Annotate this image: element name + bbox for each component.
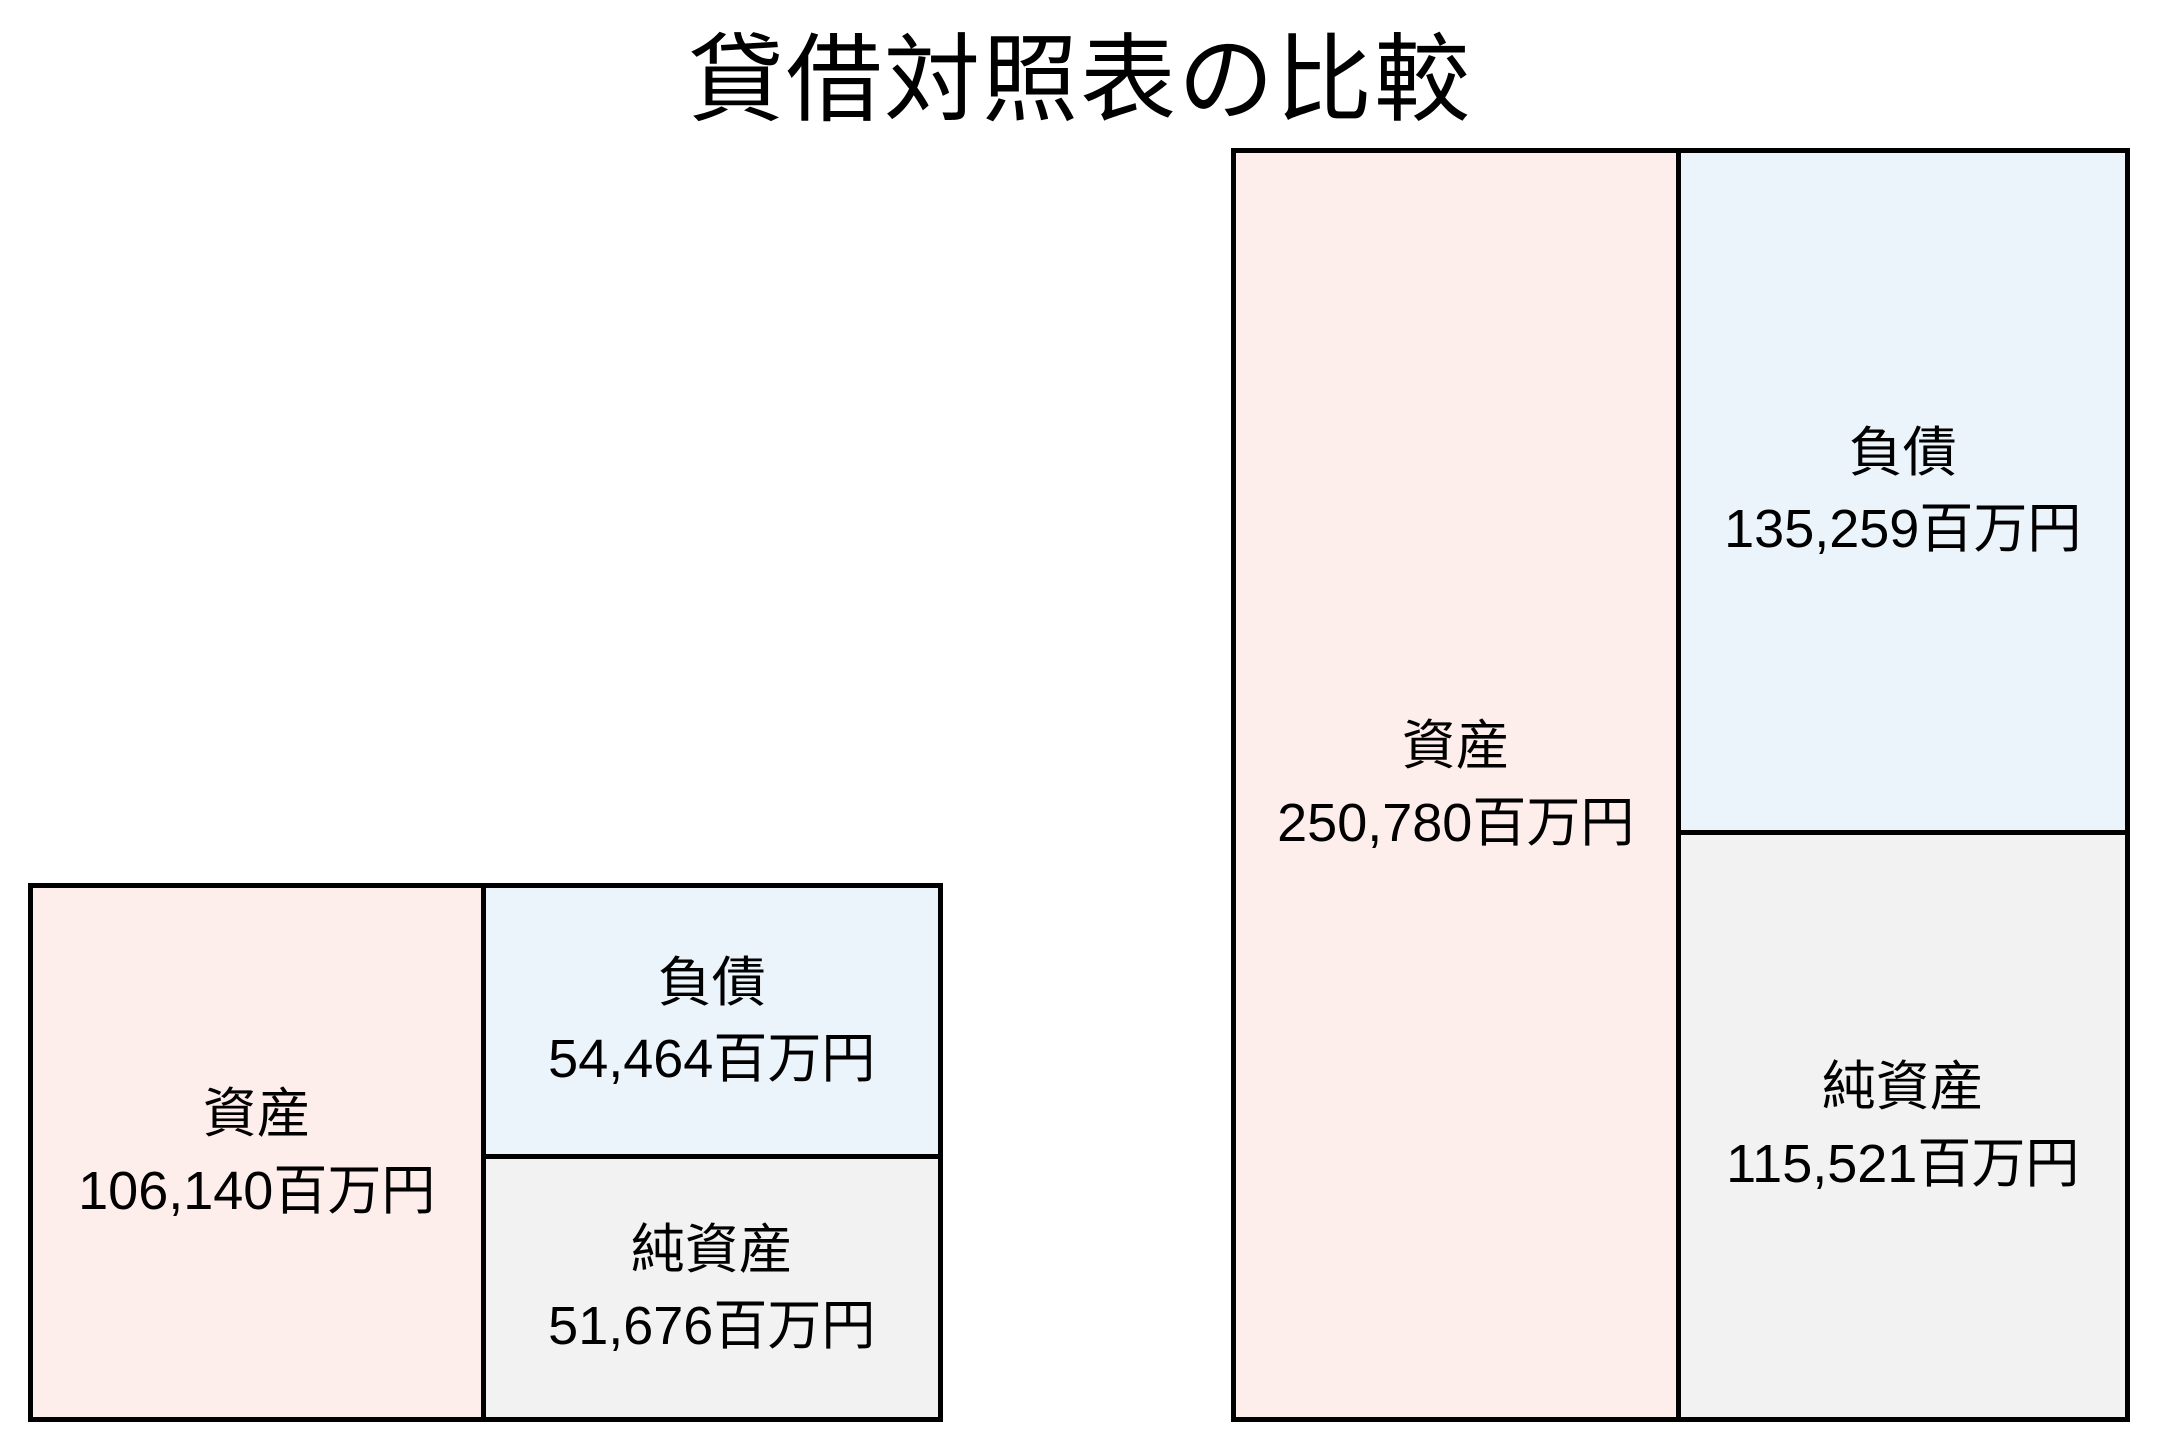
assets-value: 250,780百万円: [1277, 793, 1635, 853]
net-assets-box-large: 純資産 115,521百万円: [1680, 834, 2125, 1417]
assets-label: 資産: [1401, 716, 1510, 777]
balance-sheet-large: 資産 250,780百万円 負債 135,259百万円 純資産 115,521百…: [1231, 148, 2130, 1422]
claims-column-small: 負債 54,464百万円 純資産 51,676百万円: [485, 888, 938, 1417]
liabilities-label: 負債: [1848, 422, 1957, 483]
net-assets-value: 51,676百万円: [548, 1296, 876, 1357]
net-assets-label: 純資産: [630, 1219, 793, 1280]
net-assets-label: 純資産: [1821, 1057, 1984, 1118]
liabilities-box-small: 負債 54,464百万円: [485, 888, 938, 1160]
chart-title: 貸借対照表の比較: [688, 27, 1472, 134]
assets-box-small: 資産 106,140百万円: [33, 888, 486, 1417]
balance-sheet-small: 資産 106,140百万円 負債 54,464百万円 純資産 51,676百万円: [28, 883, 943, 1422]
net-assets-box-small: 純資産 51,676百万円: [485, 1159, 938, 1417]
claims-column-large: 負債 135,259百万円 純資産 115,521百万円: [1680, 153, 2125, 1417]
liabilities-box-large: 負債 135,259百万円: [1680, 153, 2125, 835]
assets-label: 資産: [202, 1083, 311, 1144]
liabilities-label: 負債: [657, 952, 766, 1013]
net-assets-value: 115,521百万円: [1726, 1133, 2080, 1194]
liabilities-value: 135,259百万円: [1724, 499, 2082, 560]
assets-box-large: 資産 250,780百万円: [1236, 153, 1681, 1417]
assets-value: 106,140百万円: [78, 1160, 436, 1221]
liabilities-value: 54,464百万円: [548, 1029, 876, 1090]
